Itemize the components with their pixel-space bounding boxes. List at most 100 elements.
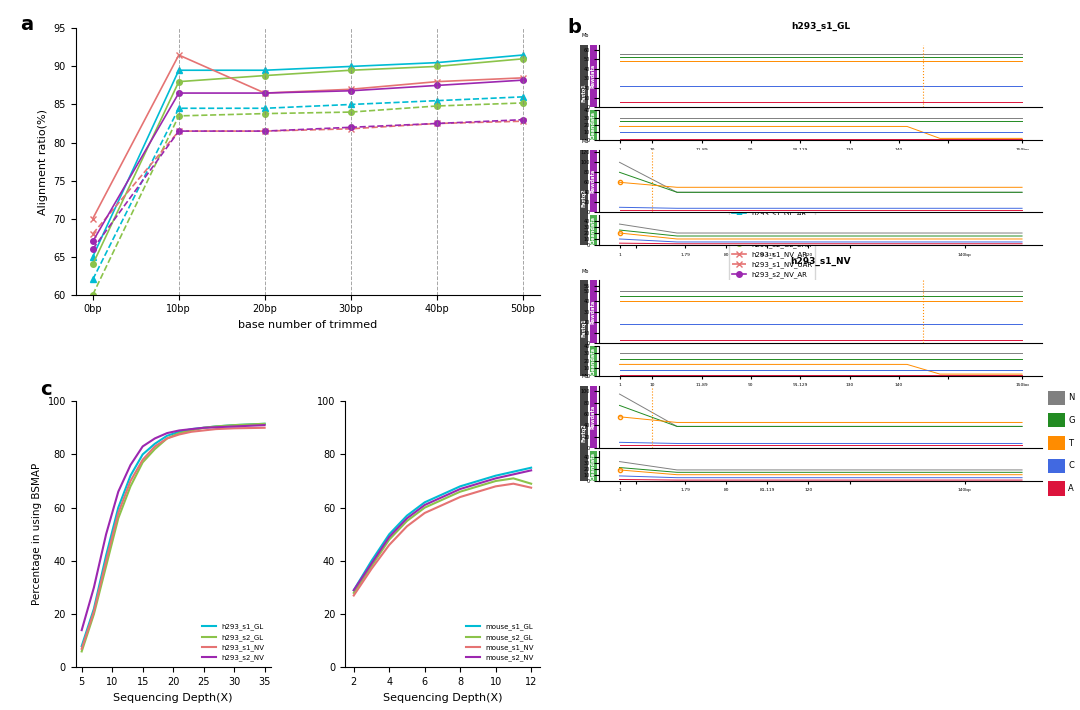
mouse_s2_NV (507, 470, 519, 479)
h293_s1_NV (161, 435, 174, 443)
h293_s2_GL (185, 426, 198, 435)
h293_s2_GL (173, 429, 186, 437)
mouse_s1_NV (489, 482, 502, 491)
Line: h293_s1_NV: h293_s1_NV (82, 427, 265, 649)
Text: h293_s1_NV: h293_s1_NV (791, 257, 851, 266)
h293_s2_GL (228, 421, 241, 430)
Text: Rawdata: Rawdata (591, 64, 596, 88)
Y-axis label: Alignment ratio(%): Alignment ratio(%) (38, 109, 48, 214)
h293_s1_NV (112, 508, 125, 517)
h293_s2_GL (76, 648, 89, 656)
Legend: h293_s1_GL, h293_s2_GL, h293_s1_NV, h293_s2_NV: h293_s1_GL, h293_s2_GL, h293_s1_NV, h293… (199, 621, 267, 664)
mouse_s2_NV (401, 514, 414, 523)
Text: G: G (1068, 416, 1075, 425)
mouse_s2_NV (382, 532, 395, 541)
h293_s1_GL (161, 432, 174, 440)
Text: Fastq1: Fastq1 (581, 319, 586, 337)
h293_s2_GL (258, 420, 271, 428)
Legend: h293_s1_GL_AR, h293_s1_GL_UAR, h293_s2_GL_AR, h293_s2_GL_UAR, h293_s1_NV_AR, h29: h293_s1_GL_AR, h293_s1_GL_UAR, h293_s2_G… (729, 195, 815, 291)
mouse_s1_GL (525, 464, 538, 472)
mouse_s2_NV (436, 493, 449, 501)
Line: mouse_s2_NV: mouse_s2_NV (354, 471, 531, 590)
h293_s1_GL (198, 423, 211, 432)
Line: mouse_s1_NV: mouse_s1_NV (354, 484, 531, 596)
mouse_s2_GL (525, 479, 538, 488)
h293_s1_NV (136, 456, 149, 464)
h293_s1_GL (124, 471, 137, 480)
h293_s2_NV (185, 425, 198, 433)
Text: c: c (40, 380, 52, 399)
mouse_s2_GL (507, 474, 519, 483)
mouse_s1_NV (507, 479, 519, 488)
mouse_s2_NV (454, 485, 467, 493)
Text: C: C (1068, 462, 1074, 470)
h293_s1_GL (136, 450, 149, 459)
h293_s2_NV (173, 426, 186, 435)
Text: Fastq1: Fastq1 (581, 83, 586, 102)
mouse_s1_GL (418, 498, 431, 507)
h293_s2_GL (112, 514, 125, 523)
mouse_s1_NV (348, 591, 361, 600)
mouse_s1_NV (365, 564, 378, 573)
mouse_s2_GL (382, 535, 395, 544)
mouse_s1_NV (401, 522, 414, 530)
mouse_s2_NV (418, 501, 431, 509)
mouse_s2_GL (489, 477, 502, 486)
mouse_s2_GL (348, 589, 361, 597)
h293_s1_NV (99, 557, 112, 565)
h293_s2_NV (124, 461, 137, 469)
mouse_s2_GL (472, 482, 485, 491)
Text: Rawdata: Rawdata (591, 300, 596, 324)
mouse_s1_GL (472, 477, 485, 486)
h293_s2_NV (112, 488, 125, 496)
h293_s1_GL (173, 427, 186, 436)
mouse_s1_NV (436, 501, 449, 509)
mouse_s1_GL (507, 467, 519, 476)
h293_s1_NV (148, 442, 161, 451)
Line: h293_s1_GL: h293_s1_GL (82, 424, 265, 646)
h293_s1_GL (87, 605, 100, 613)
h293_s2_NV (99, 530, 112, 539)
h293_s1_NV (124, 477, 137, 486)
mouse_s2_GL (436, 496, 449, 504)
mouse_s1_NV (454, 493, 467, 501)
Text: h293_s1_GL: h293_s1_GL (792, 21, 850, 31)
Text: Cleandata: Cleandata (591, 216, 596, 244)
h293_s2_NV (136, 442, 149, 451)
Text: A: A (1068, 484, 1074, 493)
Line: mouse_s1_GL: mouse_s1_GL (354, 468, 531, 590)
Text: Fastq2: Fastq2 (581, 424, 586, 442)
h293_s2_GL (161, 435, 174, 443)
h293_s2_NV (76, 626, 89, 635)
mouse_s1_GL (454, 482, 467, 491)
h293_s2_GL (87, 610, 100, 618)
mouse_s2_NV (472, 479, 485, 488)
Text: Fastq2: Fastq2 (581, 188, 586, 207)
h293_s2_NV (258, 421, 271, 430)
h293_s2_NV (161, 429, 174, 437)
X-axis label: Sequencing Depth(X): Sequencing Depth(X) (113, 693, 233, 703)
mouse_s1_NV (418, 508, 431, 517)
mouse_s2_GL (418, 503, 431, 512)
mouse_s1_GL (401, 511, 414, 520)
h293_s2_GL (99, 562, 112, 571)
h293_s2_GL (148, 444, 161, 454)
X-axis label: base number of trimmed: base number of trimmed (239, 320, 377, 330)
h293_s1_NV (210, 425, 222, 433)
h293_s2_NV (228, 422, 241, 431)
h293_s2_GL (124, 482, 137, 491)
mouse_s1_GL (382, 530, 395, 539)
h293_s1_GL (76, 642, 89, 650)
h293_s2_GL (136, 458, 149, 466)
h293_s1_NV (76, 645, 89, 653)
mouse_s1_GL (365, 557, 378, 565)
h293_s2_GL (198, 423, 211, 432)
Text: Mb: Mb (582, 138, 589, 143)
Line: mouse_s2_GL: mouse_s2_GL (354, 479, 531, 593)
h293_s1_GL (112, 503, 125, 512)
mouse_s1_NV (472, 488, 485, 496)
h293_s1_GL (99, 552, 112, 560)
mouse_s2_NV (365, 559, 378, 568)
Text: N: N (1068, 393, 1075, 402)
h293_s1_GL (258, 420, 271, 428)
